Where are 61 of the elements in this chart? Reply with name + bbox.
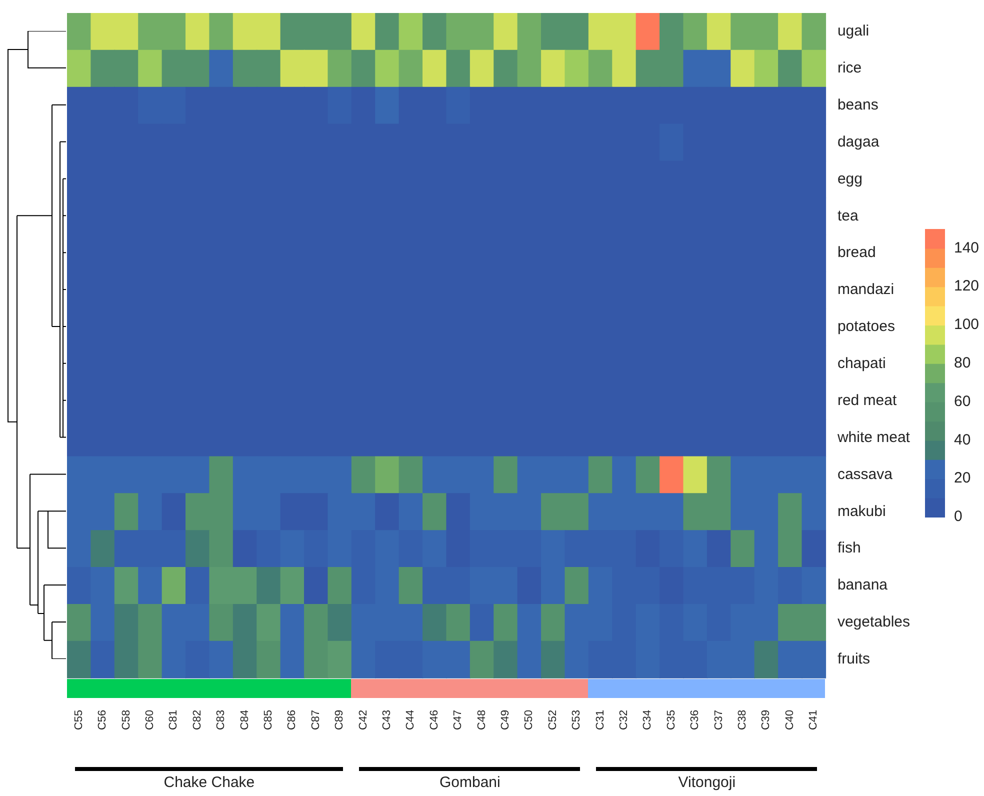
x-tick-label: C56	[96, 710, 109, 730]
x-tick-label: C43	[381, 710, 393, 730]
y-tick-label: ugali	[837, 22, 870, 40]
x-tick-label: C34	[642, 710, 654, 730]
text: Chake Chake	[162, 774, 256, 791]
color-bar-label: 40	[954, 431, 971, 448]
x-tick-label: C39	[760, 710, 772, 730]
x-tick-label: C52	[546, 710, 559, 730]
y-tick-label: makubi	[837, 502, 886, 520]
x-tick-label: C86	[286, 710, 298, 730]
y-tick-label: cassava	[837, 466, 894, 483]
x-tick-label: C53	[570, 710, 583, 730]
x-tick-label: C82	[191, 710, 204, 730]
y-tick-label: vegetables	[837, 614, 910, 631]
x-tick-label: C46	[428, 710, 440, 730]
y-tick-label: dagaa	[837, 133, 880, 150]
x-tick-label: C49	[500, 710, 512, 730]
y-tick-label: mandazi	[837, 281, 894, 298]
y-tick-label: bread	[837, 244, 876, 262]
text: Vitongoji	[677, 774, 737, 791]
x-tick-label: C40	[784, 710, 796, 730]
y-tick-label: rice	[837, 60, 862, 77]
x-tick-label: C50	[523, 710, 536, 730]
x-tick-label: C37	[712, 710, 725, 730]
color-bar-label: 140	[954, 239, 980, 256]
color-bar-label: 0	[954, 508, 962, 526]
x-tick-label: C84	[238, 710, 251, 730]
color-bar-label: 20	[954, 470, 971, 487]
y-tick-label: red meat	[837, 392, 898, 409]
x-tick-label: C41	[808, 710, 820, 730]
x-tick-label: C36	[689, 710, 702, 730]
x-tick-label: C89	[334, 710, 346, 730]
y-tick-label: fruits	[837, 650, 870, 668]
x-tick-label: C48	[476, 710, 488, 730]
x-tick-label: C85	[262, 710, 274, 730]
x-tick-label: C55	[72, 710, 85, 730]
x-tick-label: C32	[618, 710, 630, 730]
text: Gombani	[438, 774, 502, 791]
x-tick-label: C35	[665, 710, 678, 730]
y-tick-label: beans	[837, 96, 878, 114]
x-tick-label: C42	[357, 710, 370, 730]
y-tick-label: fish	[837, 540, 861, 557]
y-tick-label: chapati	[837, 355, 886, 372]
x-tick-label: C38	[736, 710, 749, 730]
x-tick-label: C31	[594, 710, 606, 730]
x-tick-label: C87	[310, 710, 322, 730]
x-tick-label: C44	[404, 710, 417, 730]
y-tick-label: white meat	[836, 428, 911, 446]
x-tick-label: C58	[120, 710, 132, 730]
color-bar-label: 100	[954, 316, 980, 334]
y-tick-label: egg	[837, 170, 862, 188]
x-tick-label: C81	[168, 710, 180, 730]
color-bar-label: 60	[954, 392, 971, 410]
y-tick-label: banana	[837, 576, 888, 594]
x-tick-label: C60	[144, 710, 156, 730]
y-tick-label: tea	[837, 207, 859, 224]
x-tick-label: C47	[452, 710, 464, 730]
x-tick-label: C83	[215, 710, 228, 730]
color-bar-label: 120	[954, 278, 980, 295]
y-tick-label: potatoes	[837, 318, 895, 336]
color-bar-label: 80	[954, 354, 971, 372]
